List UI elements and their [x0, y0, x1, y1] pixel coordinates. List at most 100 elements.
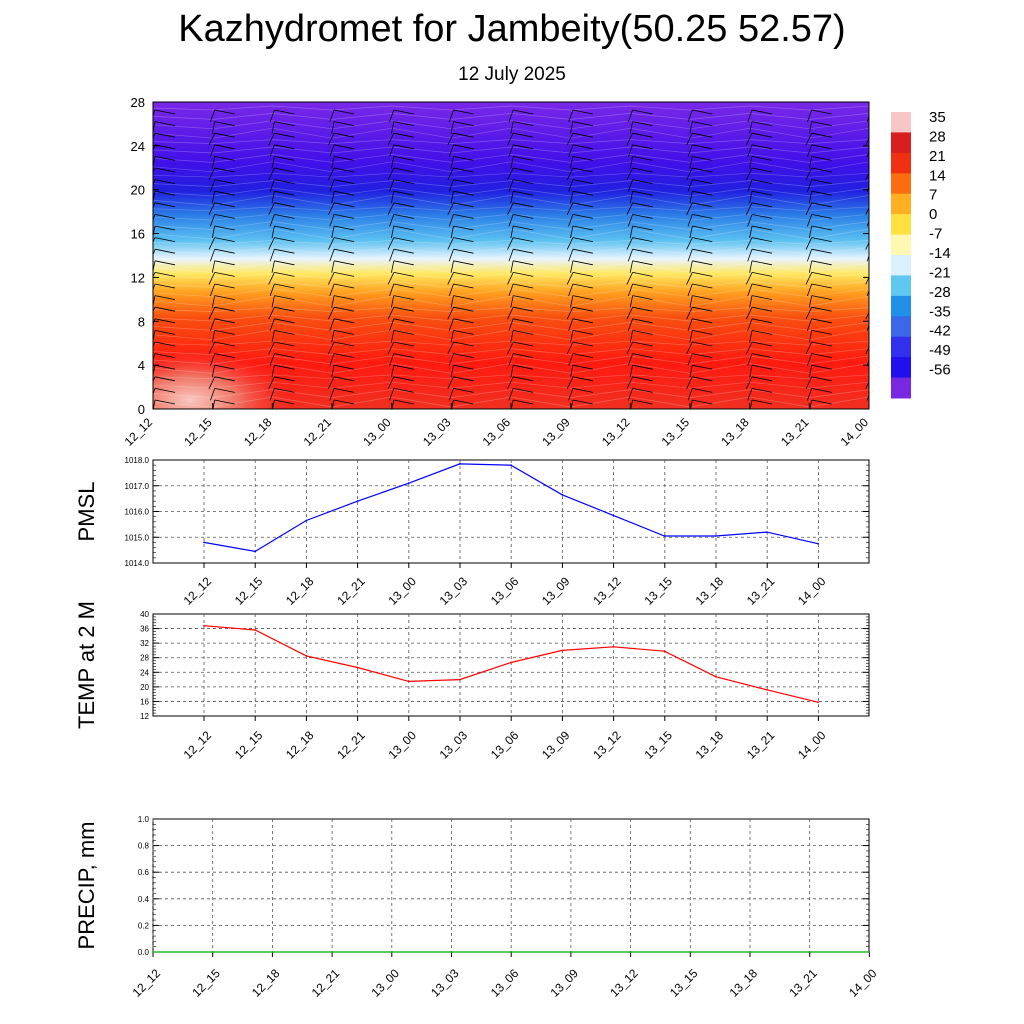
- wind-barb-flag: [274, 121, 295, 126]
- wind-barb-flag: [214, 144, 235, 150]
- wind-barb: [747, 388, 753, 401]
- x-tick-label: 12_18: [241, 415, 275, 449]
- x-tick-label: 12_15: [232, 574, 266, 608]
- wind-barb: [745, 341, 753, 355]
- wind-barb: [627, 318, 633, 331]
- wind-barb-flag: [692, 318, 713, 324]
- isotherm: [153, 120, 869, 130]
- x-tick-label: 12_12: [122, 415, 156, 449]
- wind-barb-flag: [393, 214, 414, 219]
- wind-barb-flag: [632, 388, 653, 393]
- wind-barb-flag: [871, 388, 891, 392]
- wind-barb: [627, 283, 633, 297]
- isotherm: [153, 247, 869, 255]
- wind-barb: [866, 150, 869, 157]
- wind-barb: [153, 399, 156, 409]
- wind-barb: [387, 272, 395, 285]
- wind-barb: [331, 191, 335, 204]
- wind-barb: [269, 179, 275, 192]
- wind-barb-flag: [334, 364, 355, 370]
- isotherm: [153, 322, 869, 331]
- wind-barb: [389, 144, 395, 157]
- y-tick-label: 28: [140, 654, 149, 663]
- wind-barb-flag: [214, 225, 235, 231]
- wind-barb: [153, 237, 156, 243]
- wind-barb-flag: [871, 180, 891, 184]
- wind-barb-flag: [751, 121, 773, 126]
- wind-barb-flag: [632, 167, 653, 173]
- wind-barb-flag: [214, 353, 235, 358]
- wind-barb-flag: [692, 388, 713, 393]
- colorbar-label: -35: [929, 303, 951, 320]
- wind-barb: [507, 376, 514, 389]
- wind-barb: [809, 399, 813, 409]
- wind-barb: [689, 330, 693, 343]
- data-point: [305, 519, 308, 522]
- wind-barb: [570, 191, 574, 204]
- wind-barb: [745, 167, 753, 181]
- wind-barb-flag: [513, 214, 534, 219]
- wind-barb-flag: [811, 132, 832, 138]
- wind-barb-flag: [453, 260, 474, 266]
- wind-barb: [749, 330, 753, 343]
- wind-barb-flag: [214, 179, 235, 184]
- wind-barb-flag: [453, 330, 474, 335]
- colorbar-label: -42: [929, 323, 951, 340]
- wind-barb-flag: [393, 202, 414, 208]
- wind-barb: [387, 307, 395, 320]
- wind-barb-flag: [453, 190, 474, 196]
- wind-barb: [568, 109, 574, 123]
- wind-barb: [447, 307, 454, 320]
- isotherm: [153, 363, 869, 374]
- x-tick-label: 13_21: [744, 574, 778, 608]
- x-tick-label: 12_21: [301, 415, 335, 449]
- y-tick-label: 20: [131, 183, 145, 198]
- colorbar-label: -7: [929, 226, 942, 243]
- wind-barb: [689, 225, 693, 239]
- y-tick-label: 1.0: [138, 815, 150, 824]
- data-point: [561, 493, 564, 496]
- wind-barb: [507, 133, 514, 146]
- wind-barb-flag: [154, 341, 176, 347]
- wind-barb-flag: [692, 179, 713, 184]
- wind-barb-flag: [393, 260, 414, 266]
- wind-barb: [450, 330, 454, 343]
- wind-barb-flag: [334, 376, 355, 382]
- colorbar-swatch: [891, 377, 911, 399]
- wind-barb: [450, 295, 454, 308]
- data-point: [817, 542, 819, 545]
- wind-barb-flag: [811, 318, 832, 324]
- data-point: [356, 666, 359, 669]
- colorbar-label: 14: [929, 167, 946, 184]
- wind-barb-flag: [632, 225, 653, 231]
- wind-barb: [269, 318, 275, 331]
- cross-section-panel: 0 4 8 12 16 20 24 28 12_12 12_15 12_18 12_21 13_00 13…: [122, 95, 951, 449]
- x-tick-label: 13_12: [607, 966, 641, 1000]
- wind-barb-flag: [572, 364, 593, 370]
- isotherm: [153, 154, 869, 163]
- wind-barb-flag: [214, 248, 235, 254]
- wind-barb-flag: [632, 364, 653, 370]
- wind-barb-flag: [751, 341, 773, 347]
- x-tick-label: 12_15: [181, 415, 215, 449]
- wind-barb-flag: [632, 272, 653, 277]
- wind-barb: [450, 225, 454, 239]
- colorbar-swatch: [891, 234, 911, 256]
- wind-barb: [568, 179, 574, 192]
- x-tick-label: 12_15: [189, 966, 223, 1000]
- wind-barb: [686, 307, 693, 320]
- wind-barb-flag: [632, 248, 653, 254]
- wind-barb: [328, 237, 335, 250]
- wind-barb: [510, 260, 514, 273]
- wind-barb: [687, 214, 693, 227]
- colorbar-label: -21: [929, 264, 951, 281]
- wind-barb: [329, 144, 335, 157]
- wind-barb: [329, 388, 335, 401]
- wind-barb-flag: [393, 283, 414, 289]
- wind-barb-flag: [871, 354, 891, 358]
- wind-barb: [686, 341, 693, 355]
- wind-barb-flag: [692, 260, 713, 266]
- wind-barb-flag: [751, 156, 773, 161]
- wind-barb-flag: [154, 132, 176, 138]
- wind-barb-flag: [274, 399, 295, 405]
